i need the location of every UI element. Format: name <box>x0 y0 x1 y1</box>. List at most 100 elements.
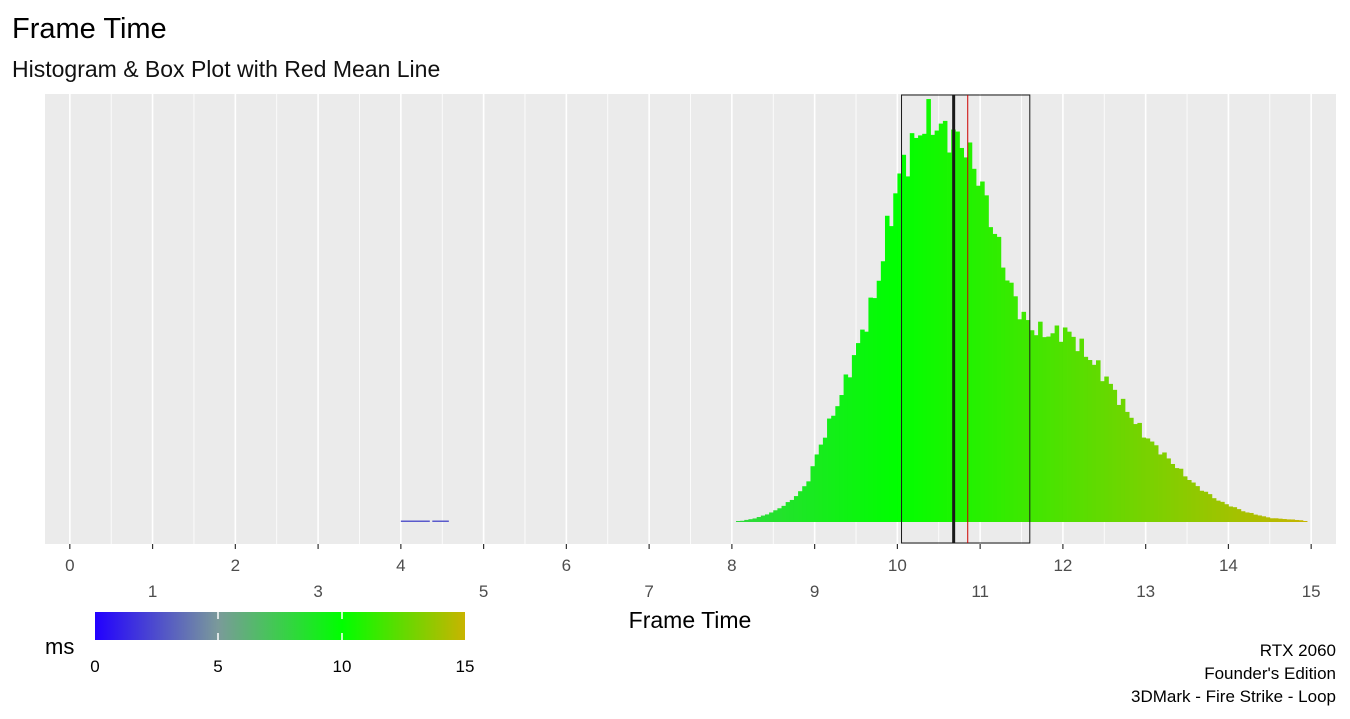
histogram-bar <box>1240 511 1246 522</box>
histogram-bar <box>1120 398 1126 522</box>
histogram-bar <box>992 233 998 522</box>
x-tick-label: 7 <box>644 582 653 601</box>
histogram-bar <box>938 123 944 523</box>
box-plot-iqr <box>901 94 1031 544</box>
histogram-bar <box>884 215 890 522</box>
histogram-bar <box>1009 282 1014 522</box>
histogram-bar <box>1158 454 1163 522</box>
histogram-bar <box>1021 311 1027 522</box>
legend-label-5: 5 <box>213 657 222 676</box>
histogram-bar <box>1129 417 1134 522</box>
histogram-bar <box>1133 424 1138 522</box>
histogram-bar <box>1273 518 1279 522</box>
x-tick-label: 3 <box>313 582 322 601</box>
histogram-bar <box>814 454 820 522</box>
histogram-bar <box>1265 517 1271 522</box>
histogram-bar <box>856 343 861 522</box>
histogram-bar <box>781 505 787 522</box>
histogram-bar <box>769 512 774 522</box>
histogram-bar <box>1253 514 1258 522</box>
histogram-bar <box>955 131 960 522</box>
legend-title: ms <box>45 634 74 659</box>
histogram-bar <box>740 520 745 522</box>
histogram-bar <box>851 355 857 522</box>
histogram-bar <box>835 406 840 522</box>
histogram-bar <box>905 176 911 523</box>
histogram-bar <box>839 395 844 522</box>
histogram-bar <box>1294 519 1300 522</box>
x-tick-label: 11 <box>971 582 989 601</box>
histogram-bar <box>1236 509 1242 522</box>
histogram-bar <box>831 415 836 522</box>
histogram-bar <box>1191 482 1196 522</box>
histogram-bar <box>1054 325 1060 522</box>
histogram-bar <box>1162 452 1167 522</box>
histogram-bar <box>806 481 811 522</box>
histogram-bar <box>1170 463 1176 522</box>
histogram-bar <box>793 496 799 522</box>
histogram-bar <box>980 181 985 522</box>
histogram-bar <box>942 120 948 523</box>
histogram-bar <box>1195 486 1200 522</box>
histogram-bar <box>988 227 993 522</box>
histogram-bar <box>880 261 886 522</box>
x-tick-label: 15 <box>1302 582 1321 601</box>
histogram-bar <box>777 508 782 522</box>
histogram-bar <box>934 130 940 522</box>
histogram-bar <box>1079 338 1084 522</box>
histogram-bar <box>1029 330 1035 522</box>
outlier-bar <box>400 520 430 522</box>
histogram-bar <box>1075 351 1080 522</box>
histogram-bar <box>1203 491 1209 522</box>
histogram-bar <box>736 521 741 522</box>
histogram-bar <box>897 173 902 522</box>
color-legend: ms 0 5 10 15 <box>45 612 474 676</box>
legend-label-15: 15 <box>456 657 475 676</box>
histogram-bar <box>798 491 803 522</box>
histogram-bar <box>1000 267 1006 522</box>
histogram-bar <box>1050 333 1056 522</box>
histogram-bar <box>1224 504 1229 522</box>
legend-colorbar <box>95 612 465 640</box>
x-tick-label: 10 <box>888 556 907 575</box>
histogram-bar <box>1017 319 1022 522</box>
histogram-bar <box>1220 501 1225 522</box>
x-tick-label: 4 <box>396 556 405 575</box>
histogram-bar <box>1071 336 1076 522</box>
histogram-bar <box>1087 360 1093 522</box>
histogram-bar <box>810 466 816 522</box>
x-tick-label: 6 <box>562 556 571 575</box>
histogram-bar <box>1004 280 1010 522</box>
x-tick-label: 9 <box>810 582 819 601</box>
histogram-bar <box>1282 519 1287 522</box>
histogram-bar <box>1216 500 1221 522</box>
histogram-bar <box>773 510 778 522</box>
histogram-bar <box>1153 445 1159 522</box>
x-tick-label: 2 <box>231 556 240 575</box>
histogram-bar <box>789 499 795 522</box>
caption-line-3: 3DMark - Fire Strike - Loop <box>1131 687 1336 706</box>
histogram-bar <box>1149 441 1155 522</box>
x-tick-label: 8 <box>727 556 736 575</box>
legend-label-10: 10 <box>333 657 352 676</box>
histogram-bar <box>959 147 964 522</box>
x-tick-label: 12 <box>1053 556 1072 575</box>
histogram-bar <box>1232 507 1238 522</box>
histogram-bar <box>764 514 770 522</box>
x-tick-label: 1 <box>148 582 157 601</box>
histogram-bar <box>1178 468 1184 522</box>
histogram-bar <box>893 193 898 522</box>
box-plot <box>901 94 1031 544</box>
outlier-bar <box>432 520 449 522</box>
outlier-bars <box>400 520 449 522</box>
x-tick-label: 14 <box>1219 556 1238 575</box>
histogram-bar <box>1199 490 1204 522</box>
chart-title: Frame Time <box>12 13 167 45</box>
x-tick-label: 5 <box>479 582 488 601</box>
histogram-bar <box>1058 341 1064 522</box>
histogram-bar <box>1290 519 1296 522</box>
x-axis-title: Frame Time <box>629 607 752 633</box>
histogram-bar <box>1038 321 1043 522</box>
